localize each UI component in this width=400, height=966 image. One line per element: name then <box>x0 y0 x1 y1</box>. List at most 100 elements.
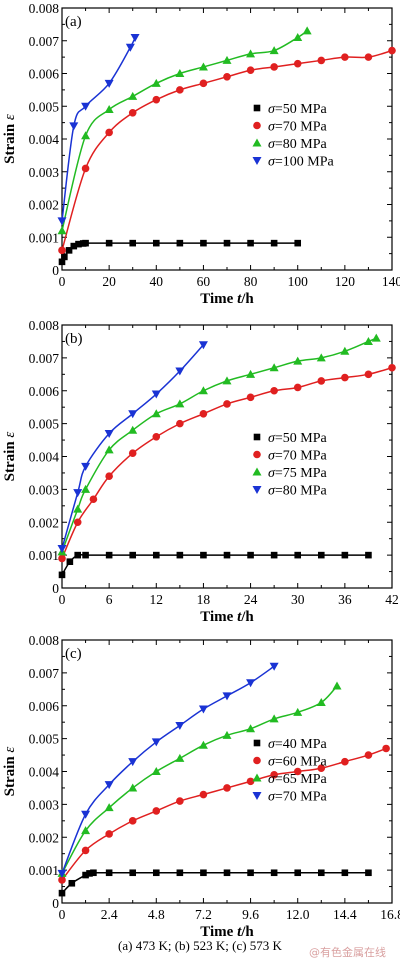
legend-entry: σ=100 MPa <box>268 155 335 170</box>
legend-label: =70 MPa <box>275 449 328 464</box>
series-line-3 <box>61 665 275 874</box>
data-point <box>317 377 326 385</box>
x-tick-label: 0 <box>59 592 66 607</box>
data-point <box>199 409 208 418</box>
legend-sigma: σ <box>268 755 276 770</box>
data-point <box>73 504 83 513</box>
data-point <box>58 571 66 579</box>
data-point <box>364 751 373 759</box>
data-point <box>58 876 66 884</box>
data-point <box>82 871 89 879</box>
legend-sigma: σ <box>268 120 276 135</box>
data-point <box>199 790 208 799</box>
series-line-3 <box>61 37 136 221</box>
legend-marker <box>253 450 261 459</box>
data-point <box>293 32 303 41</box>
figure-caption: (a) 473 K; (b) 523 K; (c) 573 K <box>118 938 282 953</box>
data-point <box>222 376 232 385</box>
legend-sigma: σ <box>268 449 276 464</box>
y-tick-label: 0.002 <box>29 830 59 845</box>
legend-label: =75 MPa <box>275 466 328 481</box>
data-point <box>270 770 278 779</box>
y-tick-label: 0.003 <box>29 482 60 497</box>
x-axis-label-text: Time <box>200 291 237 307</box>
legend-sigma: σ <box>268 102 276 117</box>
data-point <box>152 432 161 441</box>
data-point <box>69 122 79 131</box>
data-point <box>128 758 138 767</box>
data-point <box>176 551 184 559</box>
data-point <box>105 830 113 838</box>
data-point <box>66 558 74 565</box>
y-tick-label: 0 <box>52 896 59 911</box>
data-point <box>293 383 302 392</box>
x-tick-label: 4.8 <box>148 907 165 922</box>
x-tick-label: 16.8 <box>380 907 400 922</box>
data-point <box>152 551 160 559</box>
y-tick-label: 0.005 <box>29 417 60 432</box>
data-point <box>128 449 137 458</box>
data-point <box>364 370 373 379</box>
data-point <box>382 744 390 753</box>
legend-entry: σ=75 MPa <box>268 466 328 481</box>
data-point <box>58 246 66 255</box>
data-point <box>270 386 278 395</box>
legend-entry: σ=80 MPa <box>268 137 328 152</box>
data-point <box>270 869 278 877</box>
y-axis-label-text: Strain <box>2 438 18 482</box>
legend-label: =40 MPa <box>275 737 328 752</box>
legend-label: =50 MPa <box>275 431 328 446</box>
data-point <box>86 870 93 877</box>
data-point <box>246 66 255 75</box>
data-point <box>341 757 349 766</box>
x-axis-label-text: Time <box>200 609 237 625</box>
data-point <box>151 390 161 399</box>
data-point <box>223 72 231 81</box>
data-point <box>269 46 279 55</box>
series-line-1 <box>61 747 387 881</box>
y-tick-label: 0.002 <box>29 198 59 213</box>
x-tick-label: 20 <box>102 274 116 289</box>
data-point <box>246 777 255 786</box>
series-line-2 <box>61 337 377 553</box>
data-point <box>317 551 325 559</box>
legend-marker <box>253 756 261 765</box>
data-point <box>269 714 279 723</box>
legend-sigma: σ <box>268 431 276 446</box>
data-point <box>176 86 184 94</box>
data-point <box>246 724 256 733</box>
legend-marker <box>253 121 261 130</box>
data-point <box>82 239 89 247</box>
data-point <box>90 869 97 877</box>
data-point <box>270 63 278 71</box>
y-tick-label: 0.001 <box>29 230 59 245</box>
data-point <box>223 784 231 792</box>
data-point <box>61 253 68 261</box>
chart-panel-b: 0 6 12 18 24 30 36 42 0 0.001 0.002 0.003 0.004 0.005… <box>2 318 399 625</box>
data-point <box>105 551 113 559</box>
data-point <box>176 797 184 805</box>
legend-entry: σ=70 MPa <box>268 449 328 464</box>
data-point <box>81 462 91 471</box>
data-point <box>246 49 256 58</box>
y-axis-label: Strain ε <box>2 432 18 482</box>
legend-entry: σ=70 MPa <box>268 120 328 135</box>
data-point <box>316 697 326 706</box>
data-point <box>293 707 303 716</box>
data-point <box>293 356 303 365</box>
data-point <box>57 217 67 226</box>
data-point <box>151 409 161 418</box>
y-axis-label-variable: ε <box>2 747 18 753</box>
data-point <box>341 373 349 382</box>
data-point <box>73 518 82 527</box>
legend-marker <box>252 138 262 147</box>
legend-sigma: σ <box>268 790 276 805</box>
data-point <box>294 239 302 247</box>
data-point <box>68 879 76 887</box>
data-point <box>365 869 372 877</box>
data-point <box>81 102 91 111</box>
data-point <box>81 484 91 493</box>
data-point <box>128 817 137 825</box>
x-tick-label: 12 <box>150 592 164 607</box>
data-point <box>198 341 208 350</box>
